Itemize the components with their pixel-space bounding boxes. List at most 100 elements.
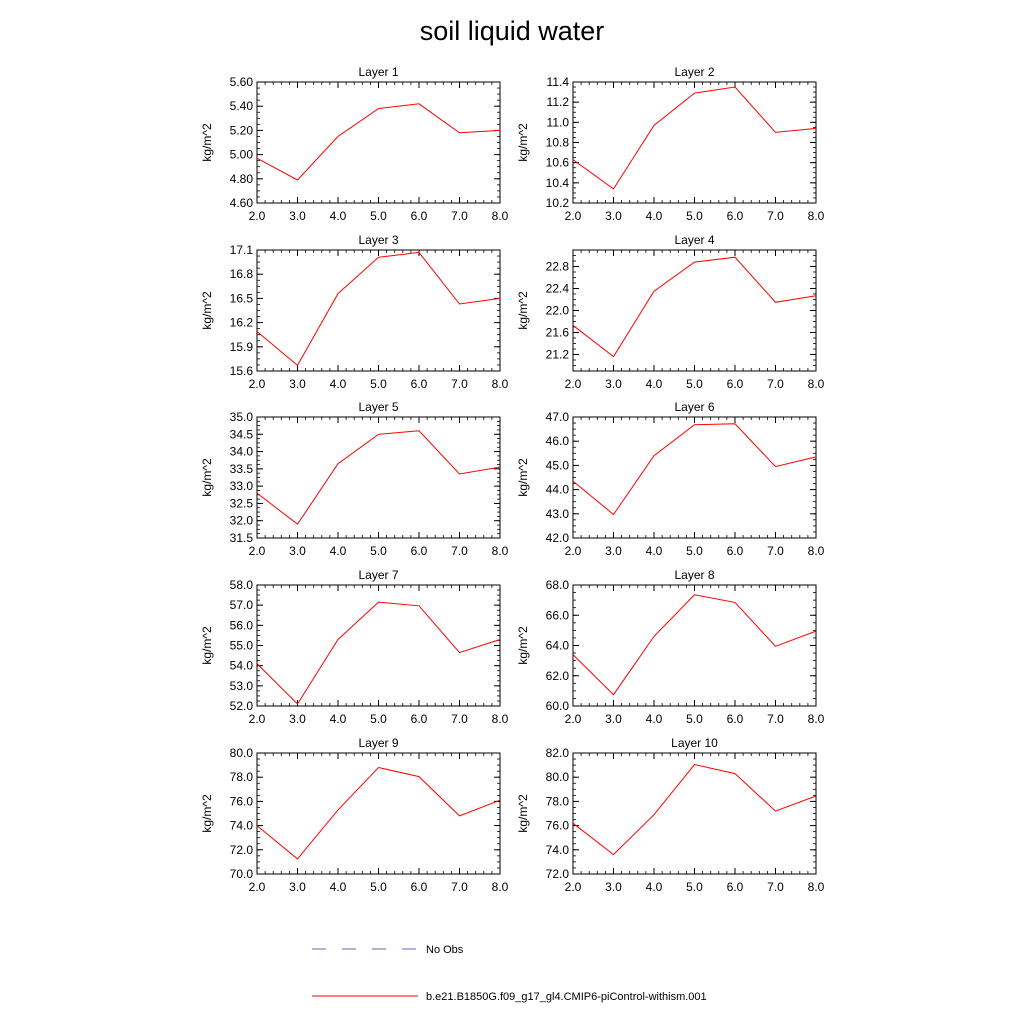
x-tick-label: 7.0	[451, 544, 468, 558]
panel-layer-5: Layer 5 kg/m^2 2.0 3.0 4.0 5.0 6.0 7.0 8.0 31.5 32…	[200, 400, 509, 558]
y-tick-label: 82.0	[546, 746, 570, 760]
x-tick-label: 7.0	[767, 544, 784, 558]
x-tick-label: 8.0	[808, 544, 825, 558]
legend-model-label: b.e21.B1850G.f09_g17_gl4.CMIP6-piControl…	[426, 991, 707, 1003]
x-tick-label: 5.0	[370, 209, 387, 223]
y-tick-label: 16.8	[230, 267, 254, 281]
y-tick-label: 56.0	[230, 618, 254, 632]
y-tick-label: 72.0	[230, 843, 254, 857]
x-tick-label: 8.0	[808, 880, 825, 894]
y-tick-label: 16.2	[230, 316, 254, 330]
x-tick-label: 8.0	[492, 712, 509, 726]
x-tick-label: 6.0	[727, 712, 744, 726]
panel-layer-3: Layer 3 kg/m^2 2.0 3.0 4.0 5.0 6.0 7.0 8.0 15.6 15…	[200, 233, 509, 391]
plot-frame	[256, 584, 501, 707]
x-tick-label: 3.0	[605, 209, 622, 223]
plot-frame	[256, 81, 501, 204]
y-axis-label: kg/m^2	[516, 291, 530, 330]
legend: No Obs b.e21.B1850G.f09_g17_gl4.CMIP6-pi…	[312, 944, 707, 1003]
figure-title: soil liquid water	[420, 16, 605, 46]
x-tick-label: 2.0	[249, 712, 266, 726]
y-tick-label: 33.0	[230, 479, 254, 493]
x-tick-label: 7.0	[767, 712, 784, 726]
x-tick-label: 3.0	[289, 209, 306, 223]
y-tick-label: 22.8	[546, 260, 570, 274]
y-tick-label: 15.6	[230, 364, 254, 378]
x-tick-label: 7.0	[451, 880, 468, 894]
series-line	[256, 766, 501, 860]
x-tick-label: 5.0	[686, 544, 703, 558]
y-tick-label: 21.6	[546, 326, 570, 340]
series-line	[256, 251, 501, 367]
plot-frame	[572, 249, 817, 372]
x-tick-label: 6.0	[411, 209, 428, 223]
x-tick-label: 7.0	[451, 209, 468, 223]
y-tick-label: 47.0	[546, 410, 570, 424]
x-tick-label: 5.0	[370, 880, 387, 894]
y-axis-label: kg/m^2	[200, 626, 214, 665]
x-tick-label: 3.0	[289, 712, 306, 726]
y-tick-label: 55.0	[230, 639, 254, 653]
panel-title: Layer 2	[674, 65, 714, 79]
x-tick-label: 4.0	[330, 209, 347, 223]
y-tick-label: 16.5	[230, 291, 254, 305]
y-tick-label: 62.0	[546, 669, 570, 683]
x-tick-label: 4.0	[646, 544, 663, 558]
y-tick-label: 10.8	[546, 136, 570, 150]
series-line	[256, 430, 501, 525]
series-line	[572, 423, 817, 516]
panel-title: Layer 3	[358, 233, 398, 247]
x-tick-label: 5.0	[686, 209, 703, 223]
y-axis-label: kg/m^2	[516, 123, 530, 162]
plot-frame	[256, 416, 501, 539]
x-tick-label: 2.0	[565, 880, 582, 894]
x-tick-label: 8.0	[492, 209, 509, 223]
panel-layer-6: Layer 6 kg/m^2 2.0 3.0 4.0 5.0 6.0 7.0 8.0 42.0 43…	[516, 400, 825, 558]
y-tick-label: 76.0	[546, 819, 570, 833]
x-tick-label: 5.0	[370, 544, 387, 558]
y-tick-label: 44.0	[546, 483, 570, 497]
y-tick-label: 35.0	[230, 410, 254, 424]
panel-title: Layer 9	[358, 736, 398, 750]
x-tick-label: 4.0	[646, 880, 663, 894]
y-tick-label: 17.1	[230, 243, 254, 257]
panel-layer-10: Layer 10 kg/m^2 2.0 3.0 4.0 5.0 6.0 7.0 8.0 72.0 7…	[516, 736, 825, 894]
y-tick-label: 46.0	[546, 434, 570, 448]
panels: Layer 1 kg/m^2 2.0 3.0 4.0 5.0 6.0 7.0 8.0 4.60 4.…	[200, 65, 825, 894]
x-tick-label: 4.0	[646, 712, 663, 726]
y-tick-label: 34.5	[230, 427, 254, 441]
panel-title: Layer 10	[671, 736, 718, 750]
x-tick-label: 4.0	[330, 712, 347, 726]
x-tick-label: 8.0	[492, 377, 509, 391]
y-tick-label: 4.80	[230, 172, 254, 186]
x-tick-label: 4.0	[646, 209, 663, 223]
y-tick-label: 80.0	[546, 770, 570, 784]
y-tick-label: 64.0	[546, 639, 570, 653]
y-tick-label: 21.2	[546, 348, 570, 362]
x-tick-label: 8.0	[492, 880, 509, 894]
y-tick-label: 22.0	[546, 304, 570, 318]
y-tick-label: 57.0	[230, 598, 254, 612]
plot-frame	[572, 416, 817, 539]
series-line	[572, 763, 817, 856]
series-line	[572, 256, 817, 358]
panel-title: Layer 4	[674, 233, 714, 247]
x-tick-label: 7.0	[451, 712, 468, 726]
x-tick-label: 5.0	[686, 377, 703, 391]
y-tick-label: 58.0	[230, 578, 254, 592]
x-tick-label: 7.0	[767, 880, 784, 894]
panel-title: Layer 6	[674, 400, 714, 414]
y-tick-label: 74.0	[230, 819, 254, 833]
y-tick-label: 74.0	[546, 843, 570, 857]
x-tick-label: 3.0	[289, 544, 306, 558]
x-tick-label: 2.0	[565, 712, 582, 726]
x-tick-label: 2.0	[565, 544, 582, 558]
x-tick-label: 8.0	[808, 209, 825, 223]
y-tick-label: 68.0	[546, 578, 570, 592]
plot-frame	[572, 81, 817, 204]
x-tick-label: 5.0	[370, 377, 387, 391]
panel-layer-1: Layer 1 kg/m^2 2.0 3.0 4.0 5.0 6.0 7.0 8.0 4.60 4.…	[200, 65, 509, 223]
series-line	[572, 86, 817, 190]
y-tick-label: 31.5	[230, 531, 254, 545]
